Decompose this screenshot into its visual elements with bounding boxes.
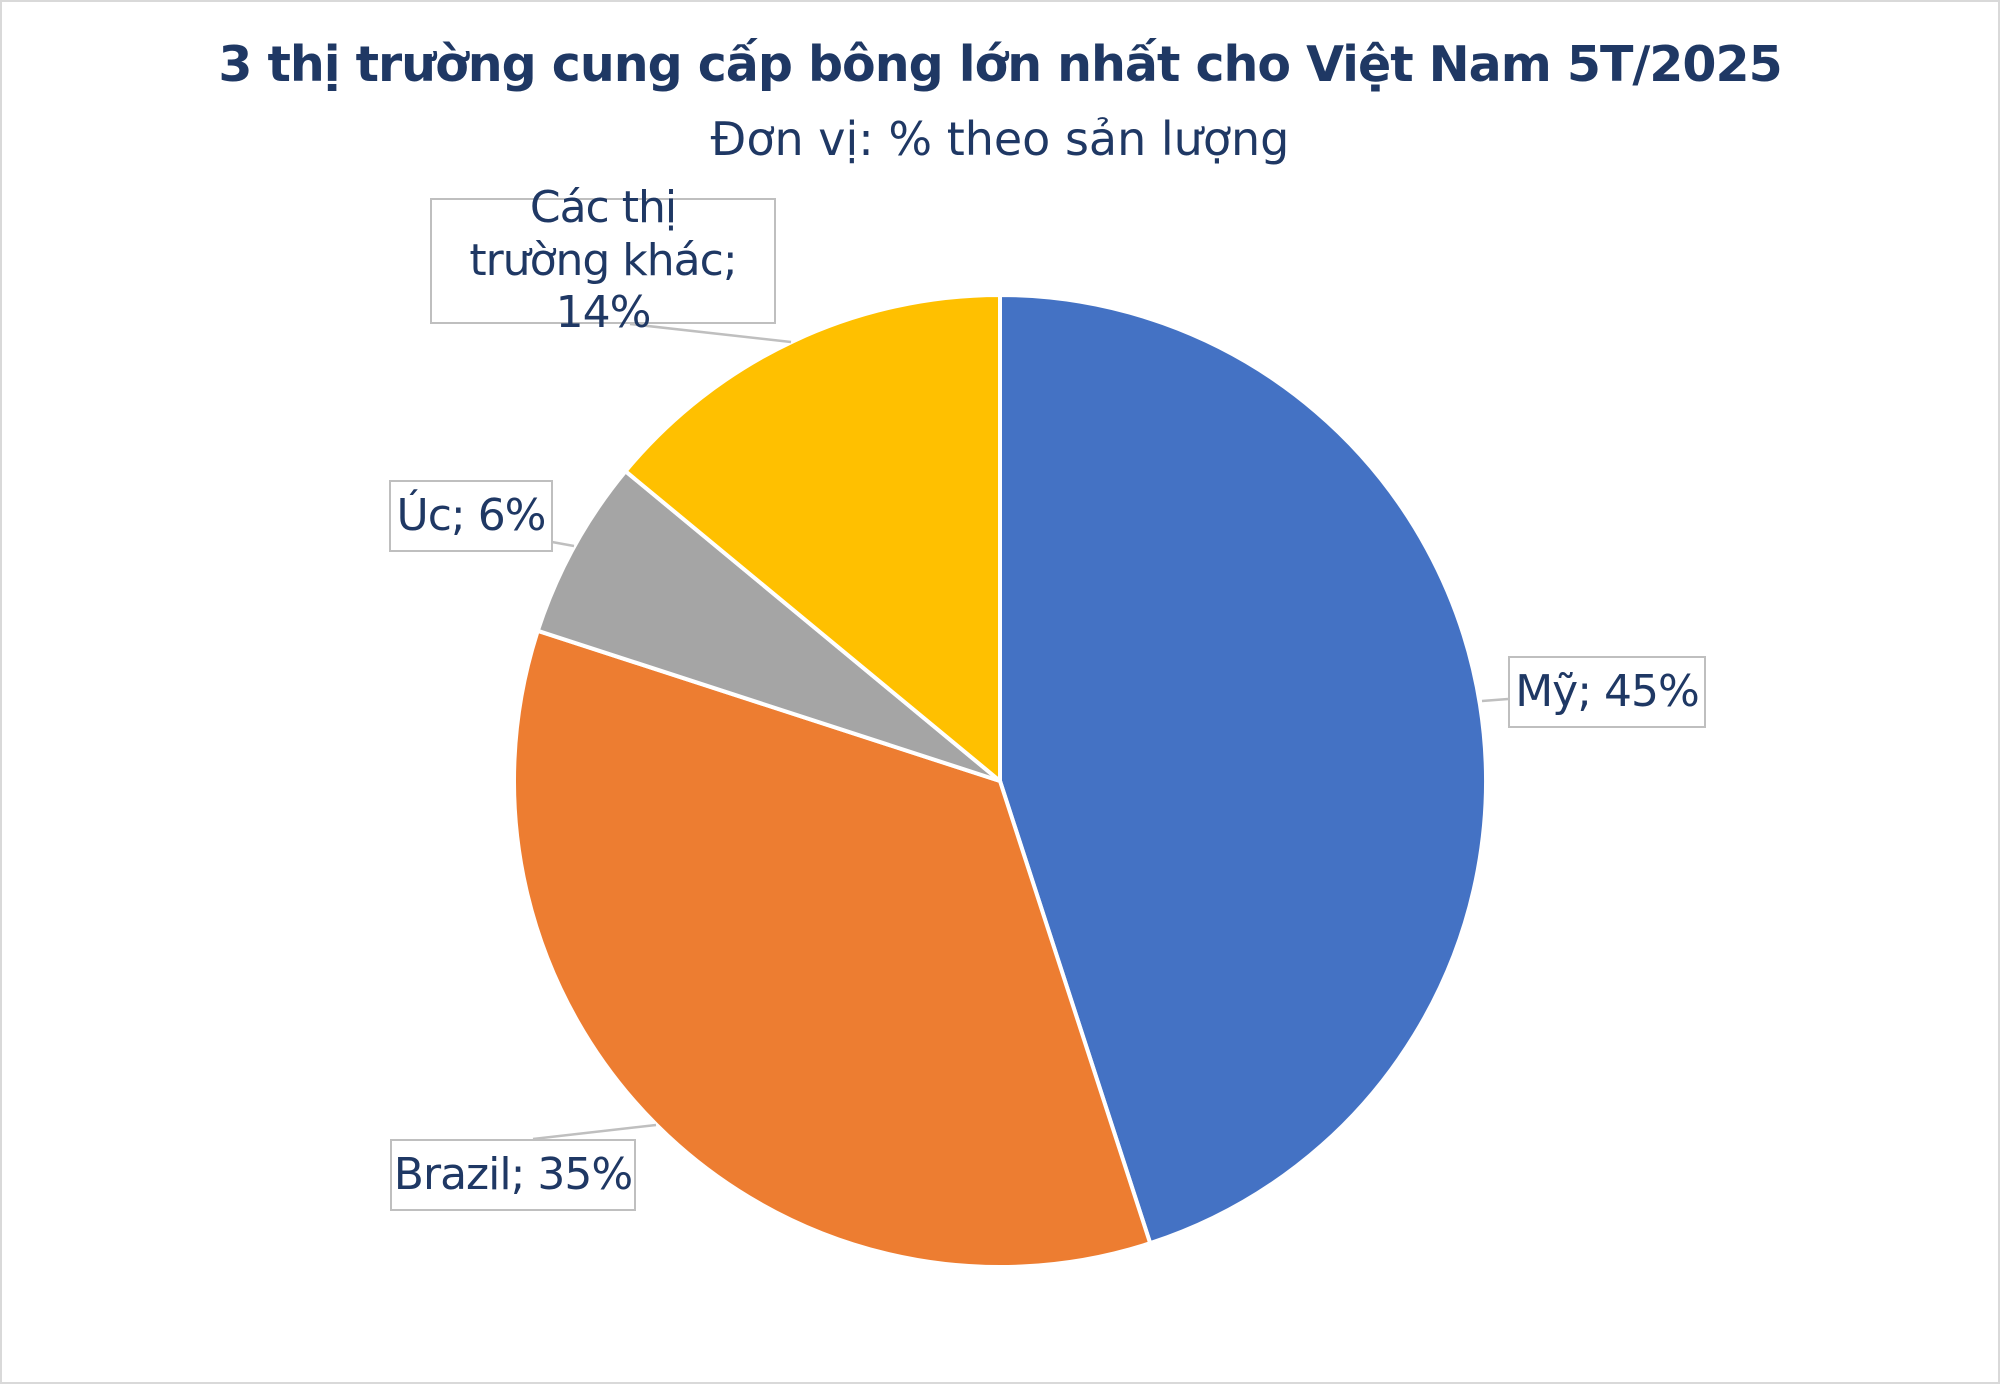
- leader-line-uc: [551, 540, 575, 548]
- data-label-my: Mỹ; 45%: [1508, 656, 1706, 728]
- data-label-khac: Các thị trường khác; 14%: [430, 182, 776, 338]
- leader-line-brazil: [532, 1123, 657, 1141]
- pie-slice-2: [535, 468, 1002, 783]
- chart-subtitle: Đơn vị: % theo sản lượng: [710, 112, 1290, 166]
- data-label-brazil: Brazil; 35%: [390, 1139, 636, 1211]
- leader-line-my: [1481, 697, 1509, 703]
- data-label-uc: Úc; 6%: [389, 480, 553, 552]
- pie-slice-0: [998, 292, 1488, 1246]
- chart-title: 3 thị trường cung cấp bông lớn nhất cho …: [218, 36, 1782, 93]
- leader-line-khac: [629, 322, 792, 344]
- pie-slice-1: [512, 628, 1153, 1269]
- pie-slice-3: [622, 292, 1002, 786]
